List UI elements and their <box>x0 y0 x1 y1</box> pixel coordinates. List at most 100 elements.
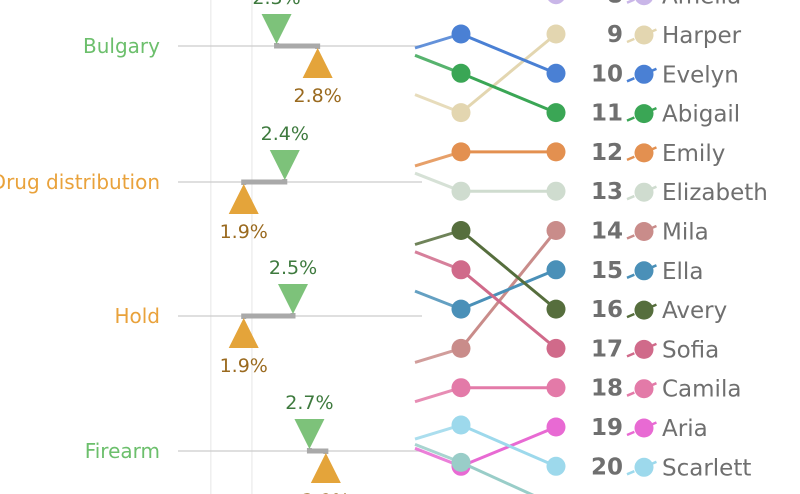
dumbbell-connector <box>274 43 321 49</box>
legend-dot-ella <box>634 261 654 281</box>
category-label-firearm: Firearm <box>85 439 160 463</box>
legend-dot-camila <box>634 379 654 399</box>
slope-point-after-elizabeth <box>546 181 566 201</box>
slope-point-before-scarlett <box>451 415 471 435</box>
rank-label-sofia: 17 <box>591 336 623 362</box>
orange-value-label: 2.9% <box>302 490 350 494</box>
dumbbell-chart: Bulgary 2.3% 2.8% Drug distribution 2.4% 1.9%… <box>0 0 422 494</box>
rank-label-avery: 16 <box>591 297 623 323</box>
legend-dash-amelia <box>626 0 637 4</box>
slope-point-after-ella <box>546 260 566 280</box>
legend-dot-abigail <box>634 104 654 124</box>
green-value-label: 2.3% <box>252 0 300 9</box>
name-label-scarlett: Scarlett <box>662 455 751 481</box>
slope-chart: 8 Amelia 9 Harper 10 Evelyn 11 Abigail 12 Emily 13… <box>414 0 768 494</box>
name-label-mila: Mila <box>662 220 709 246</box>
slope-line-unnamed <box>460 461 535 494</box>
rank-label-camila: 18 <box>591 376 623 402</box>
rank-label-abigail: 11 <box>591 101 623 127</box>
name-label-abigail: Abigail <box>662 102 740 128</box>
slope-point-after-camila <box>546 378 566 398</box>
name-label-harper: Harper <box>662 23 742 49</box>
slope-line-abigail <box>460 71 557 114</box>
green-value-label: 2.4% <box>261 123 309 145</box>
name-label-emily: Emily <box>662 141 725 167</box>
rank-label-elizabeth: 13 <box>591 179 623 205</box>
slope-point-after-sofia <box>546 338 566 358</box>
legend-dot-elizabeth <box>634 182 654 202</box>
orange-value-label: 1.9% <box>220 221 268 243</box>
dumbbell-connector <box>306 448 329 454</box>
name-label-avery: Avery <box>662 298 727 324</box>
green-down-triangle-marker <box>261 14 292 44</box>
slope-point-after-avery <box>546 299 566 319</box>
rank-label-aria: 19 <box>591 415 623 441</box>
name-label-ella: Ella <box>662 259 703 285</box>
orange-value-label: 2.8% <box>294 85 342 107</box>
name-label-evelyn: Evelyn <box>662 62 739 88</box>
green-down-triangle-marker <box>278 284 308 314</box>
legend-dot-emily <box>634 143 654 163</box>
green-down-triangle-marker <box>269 150 300 180</box>
slope-point-before-avery <box>451 221 471 240</box>
orange-up-triangle-marker <box>228 318 259 348</box>
slope-point-before-mila <box>451 338 471 358</box>
slope-point-before-elizabeth <box>451 181 471 201</box>
slope-point-before-evelyn <box>451 24 471 44</box>
slope-line-sofia <box>460 268 557 350</box>
name-label-elizabeth: Elizabeth <box>662 180 768 206</box>
slope-line-harper <box>460 32 557 114</box>
orange-up-triangle-marker <box>302 48 333 78</box>
slope-point-after-evelyn <box>546 63 566 83</box>
slope-line-ella <box>460 268 557 311</box>
green-value-label: 2.5% <box>269 257 317 279</box>
slope-point-after-abigail <box>546 103 566 123</box>
orange-up-triangle-marker <box>228 184 259 214</box>
rank-label-harper: 9 <box>607 22 623 48</box>
slope-point-after-mila <box>546 221 566 240</box>
slope-point-after-scarlett <box>546 456 566 476</box>
category-label-bulgary: Bulgary <box>83 34 160 58</box>
slope-point-before-harper <box>451 103 471 123</box>
rank-label-evelyn: 10 <box>591 61 623 87</box>
slope-point-before-camila <box>451 378 471 398</box>
orange-value-label: 1.9% <box>220 355 268 377</box>
slope-point-before-sofia <box>451 260 471 280</box>
rank-label-ella: 15 <box>591 258 623 284</box>
slope-point-after-emily <box>546 142 566 162</box>
slope-line-avery <box>460 229 557 311</box>
category-label-hold: Hold <box>114 304 160 328</box>
green-down-triangle-marker <box>294 419 325 449</box>
slope-point-after-aria <box>546 417 566 437</box>
slope-point-before-unnamed <box>451 452 471 472</box>
category-label-drug-distribution: Drug distribution <box>0 170 160 194</box>
slope-line-scarlett <box>460 423 557 468</box>
dumbbell-connector <box>241 179 288 185</box>
name-label-aria: Aria <box>662 416 708 442</box>
slope-point-before-emily <box>451 142 471 162</box>
rank-label-mila: 14 <box>591 219 623 245</box>
slope-point-after-harper <box>546 24 566 44</box>
name-label-sofia: Sofia <box>662 337 719 363</box>
name-label-camila: Camila <box>662 377 741 403</box>
legend-dot-avery <box>634 300 654 320</box>
slope-point-after-amelia <box>548 0 564 5</box>
legend-dot-evelyn <box>634 64 654 84</box>
legend-dot-mila <box>634 222 654 241</box>
dumbbell-connector <box>241 313 296 319</box>
rank-label-amelia: 8 <box>607 0 623 9</box>
slope-point-before-abigail <box>451 63 471 83</box>
legend-dot-sofia <box>634 339 654 359</box>
green-value-label: 2.7% <box>285 392 333 414</box>
legend-dot-aria <box>634 418 654 438</box>
orange-up-triangle-marker <box>310 453 341 483</box>
slope-point-before-ella <box>451 299 471 319</box>
rank-label-emily: 12 <box>591 140 623 166</box>
slope-line-evelyn <box>460 32 557 75</box>
legend-dot-amelia <box>635 0 653 6</box>
name-label-amelia: Amelia <box>662 0 741 10</box>
legend-dot-scarlett <box>634 457 654 477</box>
legend-dot-harper <box>634 25 654 45</box>
rank-label-scarlett: 20 <box>591 454 623 480</box>
